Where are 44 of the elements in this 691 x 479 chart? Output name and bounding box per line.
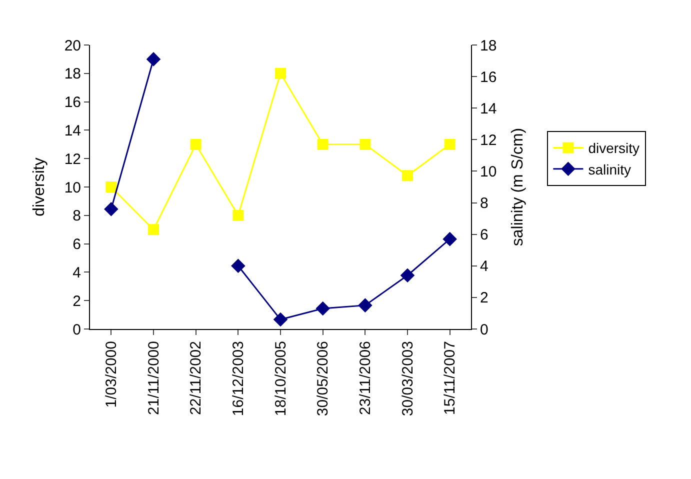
point <box>317 138 328 150</box>
y-tick-label: 16 <box>64 94 81 112</box>
y2-tick-label: 18 <box>480 37 497 54</box>
y-tick-label: 18 <box>64 66 81 83</box>
y-tick-label: 12 <box>64 150 81 168</box>
x-tick-label: 22/11/2002 <box>188 341 205 415</box>
x-tick-label: 23/11/2006 <box>357 341 374 415</box>
y2-tick-label: 14 <box>480 100 497 118</box>
y2-tick-label: 6 <box>480 226 488 244</box>
y2-tick-label: 12 <box>480 132 497 149</box>
y2-tick-label: 0 <box>480 321 488 338</box>
y-axis-title: diversity <box>31 158 48 216</box>
point <box>442 232 457 246</box>
legend-label: diversity <box>588 140 640 156</box>
x-tick-label: 21/11/2000 <box>145 341 162 415</box>
x-tick-label: 1/03/2000 <box>103 341 120 408</box>
x-tick-label: 30/03/2003 <box>399 341 416 416</box>
point <box>402 170 413 182</box>
point <box>190 138 202 150</box>
point <box>232 210 244 221</box>
y-tick-label: 4 <box>72 264 81 282</box>
y-tick-label: 10 <box>64 179 81 196</box>
y-tick-label: 20 <box>64 37 81 54</box>
x-tick-label: 16/12/2003 <box>230 341 248 416</box>
legend-label: salinity <box>588 161 631 178</box>
y-tick-label: 0 <box>72 321 81 338</box>
point <box>444 138 456 150</box>
y-tick-label: 14 <box>64 122 81 140</box>
y-tick-label: 2 <box>72 292 81 310</box>
y2-axis-title: salinity (m S/cm) <box>509 128 526 246</box>
y2-tick-label: 16 <box>480 68 497 86</box>
y2-tick-label: 10 <box>480 163 497 180</box>
x-tick-label: 30/05/2006 <box>314 341 332 416</box>
y2-tick-label: 2 <box>480 290 488 307</box>
y-tick-label: 6 <box>72 236 81 254</box>
y2-tick-label: 4 <box>480 258 488 276</box>
x-tick-label: 15/11/2007 <box>442 341 459 415</box>
x-tick-label: 18/10/2005 <box>272 341 290 416</box>
point <box>146 52 161 66</box>
point <box>360 138 371 150</box>
point <box>275 68 286 79</box>
y2-tick-label: 8 <box>480 195 488 212</box>
point <box>148 224 159 236</box>
y-tick-label: 8 <box>72 208 81 225</box>
